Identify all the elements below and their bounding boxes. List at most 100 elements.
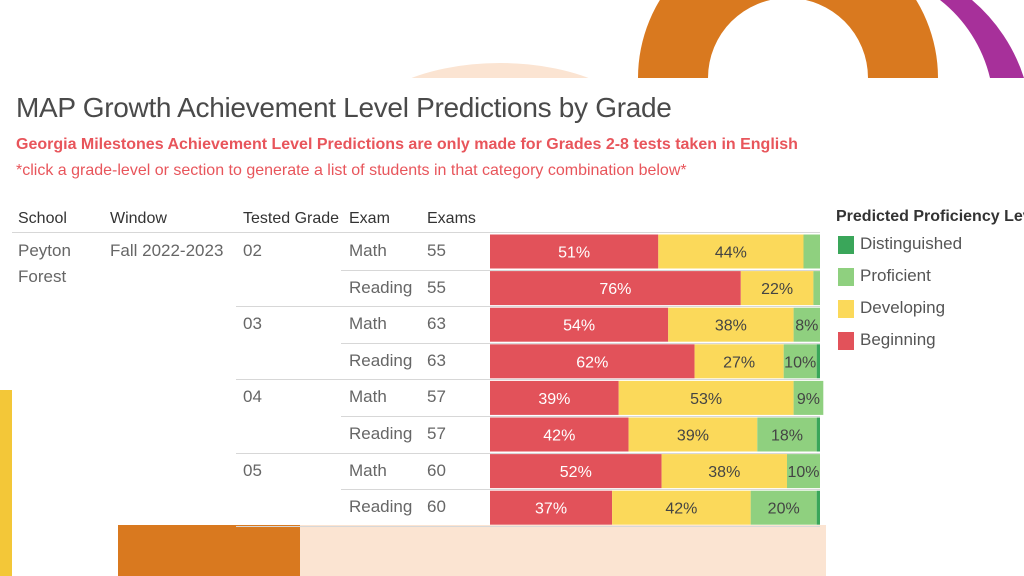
bar-segment-developing[interactable] xyxy=(612,490,751,525)
legend-label: Beginning xyxy=(860,330,936,349)
bar-value-label: 53% xyxy=(690,391,722,408)
grade-value[interactable]: 02 xyxy=(243,241,262,260)
bar-segment-beginning[interactable] xyxy=(490,307,669,342)
row-divider xyxy=(236,306,820,308)
bar-segment-beginning[interactable] xyxy=(490,454,662,489)
school-name-line2: Forest xyxy=(18,267,67,286)
bar-segment-developing[interactable] xyxy=(618,380,794,415)
legend-label: Proficient xyxy=(860,266,931,285)
bar-segment-distinguished[interactable] xyxy=(816,417,820,452)
bar-value-label: 42% xyxy=(543,428,575,445)
exam-name[interactable]: Math xyxy=(349,387,387,407)
school-name-line1: Peyton xyxy=(18,241,71,260)
bar-segment-proficient[interactable] xyxy=(813,271,820,306)
page-title: MAP Growth Achievement Level Predictions… xyxy=(16,92,672,123)
bar-value-label: 8% xyxy=(795,318,818,335)
grade-value[interactable]: 05 xyxy=(243,460,262,480)
exam-count[interactable]: 57 xyxy=(427,424,446,443)
exam-count[interactable]: 63 xyxy=(427,314,446,334)
bar-value-label: 10% xyxy=(784,354,816,371)
decorative-orange-arc xyxy=(638,0,938,78)
bar-segment-proficient[interactable] xyxy=(793,307,820,342)
bar-value-label: 42% xyxy=(665,501,697,518)
exam-count[interactable]: 63 xyxy=(427,350,446,370)
bar-value-label: 22% xyxy=(761,281,793,298)
bar-segment-beginning[interactable] xyxy=(490,271,741,306)
legend-swatch xyxy=(838,236,854,254)
bar-value-label: 39% xyxy=(538,391,570,408)
grade-value[interactable]: 04 xyxy=(243,387,262,407)
bar-segment-developing[interactable] xyxy=(694,344,784,379)
page-note: *click a grade-level or section to gener… xyxy=(16,162,687,179)
legend-swatch xyxy=(838,332,854,350)
grade-value[interactable]: 03 xyxy=(243,314,262,334)
bar-value-label: 37% xyxy=(535,501,567,518)
exam-count[interactable]: 57 xyxy=(427,387,446,407)
legend-title: Predicted Proficiency Level xyxy=(836,208,1024,225)
bar-value-label: 20% xyxy=(768,501,800,518)
bar-segment-beginning[interactable] xyxy=(490,490,613,525)
header-school: School xyxy=(18,210,67,227)
exam-name[interactable]: Math xyxy=(349,314,387,334)
exam-count[interactable]: 55 xyxy=(427,241,446,260)
exam-name[interactable]: Reading xyxy=(349,424,413,443)
decorative-peach-block xyxy=(300,525,826,576)
bar-segment-beginning[interactable] xyxy=(490,344,695,379)
bar-segment-proficient[interactable] xyxy=(793,380,824,415)
bar-segment-beginning[interactable] xyxy=(490,417,629,452)
exam-name[interactable]: Math xyxy=(349,460,387,480)
row-divider xyxy=(341,269,820,271)
exam-count[interactable]: 60 xyxy=(427,497,446,517)
bar-segment-developing[interactable] xyxy=(658,234,804,269)
bar-value-label: 44% xyxy=(715,245,747,262)
bar-segment-proficient[interactable] xyxy=(787,454,820,489)
exam-name[interactable]: Math xyxy=(349,241,387,260)
bar-value-label: 10% xyxy=(787,464,819,481)
exam-name[interactable]: Reading xyxy=(349,497,413,517)
bar-value-label: 39% xyxy=(677,428,709,445)
bar-segment-beginning[interactable] xyxy=(490,380,619,415)
bar-segment-beginning[interactable] xyxy=(490,234,659,269)
page-subtitle: Georgia Milestones Achievement Level Pre… xyxy=(16,136,798,153)
row-divider xyxy=(236,525,820,527)
bar-value-label: 27% xyxy=(723,354,755,371)
bar-segment-proficient[interactable] xyxy=(757,417,817,452)
decorative-purple-arc xyxy=(940,0,1024,78)
row-divider xyxy=(341,416,820,417)
bar-value-label: 51% xyxy=(558,245,590,262)
header-exam: Exam xyxy=(349,210,390,227)
legend-swatch xyxy=(838,300,854,318)
header-window: Window xyxy=(110,210,167,227)
bar-segment-proficient[interactable] xyxy=(750,490,817,525)
bar-segment-developing[interactable] xyxy=(740,271,814,306)
bar-segment-developing[interactable] xyxy=(628,417,758,452)
window-value: Fall 2022-2023 xyxy=(110,241,224,260)
row-divider xyxy=(341,342,820,344)
bar-value-label: 9% xyxy=(797,391,820,408)
bar-segment-developing[interactable] xyxy=(661,454,787,489)
exam-name[interactable]: Reading xyxy=(349,350,413,370)
exam-count[interactable]: 55 xyxy=(427,277,446,297)
bar-segment-distinguished[interactable] xyxy=(816,490,820,525)
bar-value-label: 54% xyxy=(563,318,595,335)
legend-swatch xyxy=(838,268,854,286)
bar-value-label: 38% xyxy=(715,318,747,335)
bar-segment-proficient[interactable] xyxy=(803,234,821,269)
bar-value-label: 62% xyxy=(576,354,608,371)
exam-name[interactable]: Reading xyxy=(349,277,413,297)
bar-value-label: 18% xyxy=(771,428,803,445)
row-divider xyxy=(341,489,820,491)
exam-count[interactable]: 60 xyxy=(427,460,446,480)
header-divider xyxy=(12,232,820,233)
bar-value-label: 52% xyxy=(560,464,592,481)
bar-value-label: 38% xyxy=(708,464,740,481)
header-exams: Exams xyxy=(427,210,476,227)
row-divider xyxy=(236,379,820,381)
bar-segment-distinguished[interactable] xyxy=(816,344,820,379)
legend-label: Distinguished xyxy=(860,234,963,253)
header-tested-grade: Tested Grade xyxy=(243,210,340,227)
bar-segment-proficient[interactable] xyxy=(783,344,817,379)
bar-segment-developing[interactable] xyxy=(668,307,794,342)
bar-value-label: 76% xyxy=(599,281,631,298)
